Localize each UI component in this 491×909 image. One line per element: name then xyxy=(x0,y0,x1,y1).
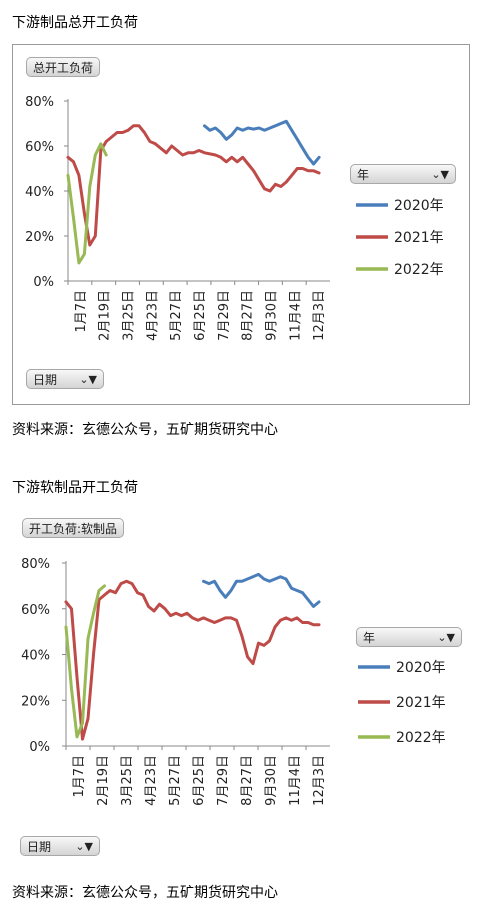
chart1-heading: 下游制品总开工负荷 xyxy=(12,15,138,31)
chart1-x-tick-label: 6月25日 xyxy=(193,290,208,341)
chart1-y-tick-label: 60% xyxy=(25,140,54,155)
chart2-legend-field-label: 年 xyxy=(363,631,376,645)
chart1-x-tick-label: 2月19日 xyxy=(98,290,113,341)
chart2-axis-field-button[interactable]: 日期 ⌄▼ xyxy=(20,836,100,856)
chart1-x-tick-label: 11月4日 xyxy=(288,290,303,341)
chart1-x-tick-label: 3月25日 xyxy=(122,290,137,341)
chart1-x-tick-label: 1月7日 xyxy=(74,290,89,333)
chart2-source: 资料来源：玄德公众号，五矿期货研究中心 xyxy=(12,885,278,901)
chart2-axis-filter-icon[interactable]: ⌄▼ xyxy=(75,840,93,853)
chart2-heading: 下游软制品开工负荷 xyxy=(12,480,138,496)
chart2-field-button[interactable]: 开工负荷:软制品 xyxy=(22,518,125,538)
chart1-pivot-frame xyxy=(12,44,470,405)
chart1-series-3-line xyxy=(66,142,108,265)
chart1-source: 资料来源：玄德公众号，五矿期货研究中心 xyxy=(12,422,278,438)
chart1-legend-field-label: 年 xyxy=(357,168,370,182)
chart1-axis-field-label: 日期 xyxy=(33,373,58,387)
chart1-x-tick-label: 12月3日 xyxy=(312,290,327,341)
chart1-field-button[interactable]: 总开工负荷 xyxy=(26,57,101,77)
chart1-y-tick-label: 0% xyxy=(33,275,54,290)
chart1-axis-field-button[interactable]: 日期 ⌄▼ xyxy=(26,369,104,389)
chart1-field-label: 总开工负荷 xyxy=(33,61,94,75)
chart1-legend-label-1: 2020年 xyxy=(394,198,444,214)
chart1-y-tick-label: 40% xyxy=(25,185,54,200)
chart1-x-tick-label: 9月30日 xyxy=(264,290,279,341)
chart1-x-tick-label: 7月29日 xyxy=(217,290,232,341)
chart2-legend-filter-icon[interactable]: ⌄▼ xyxy=(437,631,455,644)
chart1-legend-filter-icon[interactable]: ⌄▼ xyxy=(431,168,449,181)
chart2-field-label: 开工负荷:软制品 xyxy=(29,522,118,536)
chart1-legend-field-button[interactable]: 年 ⌄▼ xyxy=(350,164,456,184)
chart1-axis-filter-icon[interactable]: ⌄▼ xyxy=(79,373,97,386)
chart2-axis-field-label: 日期 xyxy=(27,840,52,854)
chart1-series-2-line xyxy=(66,124,321,247)
chart1-legend-label-2: 2021年 xyxy=(394,230,444,246)
chart1-y-tick-label: 80% xyxy=(25,95,54,110)
chart1-series-1-line xyxy=(203,119,321,166)
chart2-legend-field-button[interactable]: 年 ⌄▼ xyxy=(356,627,462,647)
chart1-x-tick-label: 8月27日 xyxy=(241,290,256,341)
chart1-x-tick-label: 4月23日 xyxy=(145,290,160,341)
chart1-y-tick-label: 20% xyxy=(25,230,54,245)
chart1-legend-label-3: 2022年 xyxy=(394,262,444,278)
chart1-x-tick-label: 5月27日 xyxy=(169,290,184,341)
